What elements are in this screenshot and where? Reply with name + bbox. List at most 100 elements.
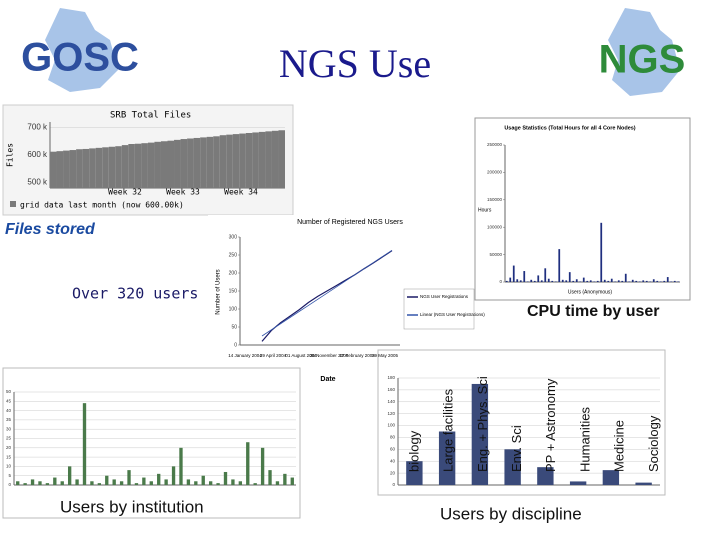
category-label: Humanities <box>577 406 592 472</box>
bar <box>246 442 250 485</box>
bar <box>216 483 220 485</box>
bar <box>565 280 568 282</box>
institution-panel <box>2 367 301 519</box>
x-axis-label: Date <box>320 376 335 383</box>
y-tick-label: 100000 <box>487 224 503 229</box>
bar <box>663 280 666 282</box>
bar <box>53 477 57 485</box>
x-tick-label: 01 August 2004 <box>285 353 317 358</box>
y-tick-label: 200000 <box>487 170 503 175</box>
bar <box>628 281 631 282</box>
bar <box>582 277 585 282</box>
bar <box>208 481 213 485</box>
bar <box>677 281 680 282</box>
legend-label: NGS User Registrations <box>420 294 469 299</box>
bar <box>624 273 627 282</box>
bar <box>253 483 257 485</box>
bar <box>575 279 578 282</box>
y-tick-label: 35 <box>6 417 12 422</box>
y-tick-label: 45 <box>6 398 12 403</box>
bar <box>290 477 294 485</box>
bar <box>471 383 489 485</box>
bar <box>673 280 676 282</box>
y-tick-label: 700 k <box>27 123 48 132</box>
bar <box>610 278 613 282</box>
bar <box>670 281 673 282</box>
bar <box>260 447 265 485</box>
y-tick-label: 250000 <box>487 142 503 147</box>
category-label: PP + Astronomy <box>543 378 558 472</box>
slide-title: NGS Use <box>279 41 431 86</box>
y-tick-label: 40 <box>390 458 396 463</box>
bar <box>283 473 287 485</box>
bar <box>30 479 35 485</box>
bar <box>275 481 280 485</box>
y-tick-label: 300 <box>229 234 238 240</box>
bar <box>174 139 181 188</box>
x-tick-label: 14 January 2004 <box>228 353 262 358</box>
bar <box>149 481 153 485</box>
y-tick-label: 0 <box>8 482 11 487</box>
bar <box>76 149 83 188</box>
bar <box>82 148 90 188</box>
srb-title: SRB Total Files <box>110 111 191 121</box>
bar <box>223 471 228 485</box>
y-tick-label: 15 <box>6 454 12 459</box>
x-tick-label: 29 April 2004 <box>260 353 287 358</box>
bar <box>600 222 603 282</box>
bar <box>134 483 139 485</box>
bar <box>554 281 557 282</box>
y-tick-label: 0 <box>499 279 502 284</box>
y-tick-label: 100 <box>387 423 395 428</box>
bar <box>278 130 285 188</box>
bar <box>245 133 253 188</box>
bar <box>537 275 540 282</box>
x-tick-label: 26 November 2004 <box>310 353 349 358</box>
bar <box>187 138 194 188</box>
usage-panel <box>474 117 691 301</box>
bar <box>23 483 27 485</box>
bar <box>635 280 638 282</box>
legend-label: Linear (NGS User Registrations) <box>420 312 485 317</box>
y-tick-label: 25 <box>6 436 12 441</box>
legend-box <box>403 288 475 330</box>
bar <box>586 280 589 282</box>
bar <box>602 470 620 485</box>
bar <box>631 279 634 282</box>
bar <box>561 279 564 282</box>
caption-cpu: CPU time by user <box>527 303 659 320</box>
bar <box>271 130 279 188</box>
logo-gosc: GOSC <box>21 36 139 80</box>
bar <box>614 281 617 282</box>
bar <box>231 479 235 485</box>
bar <box>252 132 259 188</box>
uk-map-right <box>608 8 680 96</box>
series-line <box>261 249 393 337</box>
y-axis-label: Hours <box>478 207 492 213</box>
bar <box>154 141 161 188</box>
bar <box>194 481 198 485</box>
bar <box>596 280 599 282</box>
bar <box>649 281 652 282</box>
y-tick-label: 50 <box>6 389 12 394</box>
y-tick-label: 120 <box>387 411 395 416</box>
bar <box>45 483 50 485</box>
y-tick-label: 20 <box>390 470 396 475</box>
bar <box>512 265 515 282</box>
bar <box>127 470 131 485</box>
bar <box>406 461 423 485</box>
bar <box>523 271 526 282</box>
bar <box>206 136 214 188</box>
bar <box>438 431 456 485</box>
bar <box>268 470 272 485</box>
y-tick-label: 50000 <box>489 252 502 257</box>
bar <box>142 477 146 485</box>
bar <box>568 272 571 282</box>
y-tick-label: 60 <box>390 447 396 452</box>
bar <box>89 148 96 188</box>
uk-map-left <box>45 8 118 92</box>
bar <box>167 140 175 188</box>
y-tick-label: 100 <box>229 306 238 312</box>
category-label: Eng. + Phys. Sci <box>475 376 490 472</box>
y-tick-label: 80 <box>390 435 396 440</box>
